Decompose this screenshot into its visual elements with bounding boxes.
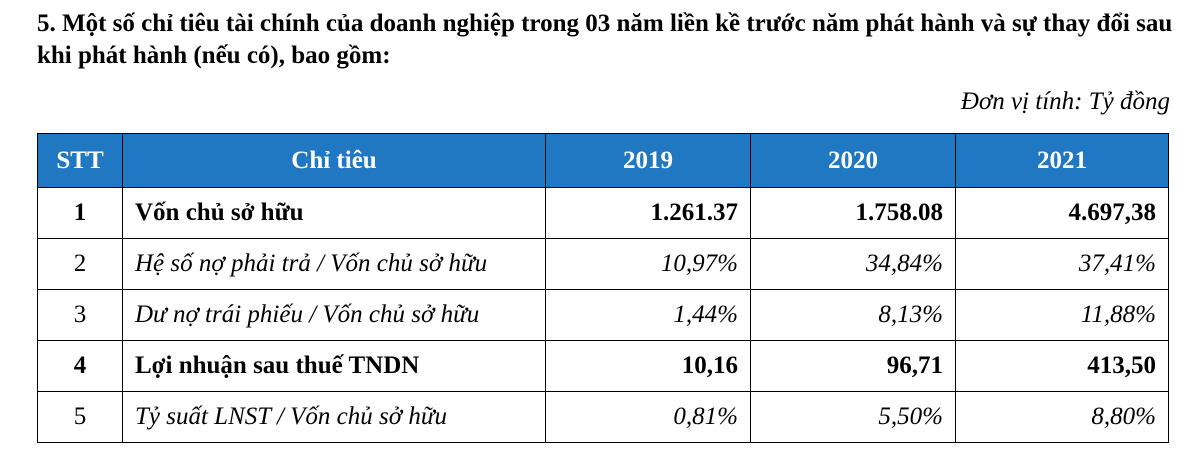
value-cell: 8,13% <box>750 289 956 341</box>
indicator-name: Tỷ suất LNST / Vốn chủ sở hữu <box>122 391 546 443</box>
unit-note: Đơn vị tính: Tỷ đồng <box>960 88 1170 115</box>
table-row: 2 Hệ số nợ phải trả / Vốn chủ sở hữu 10,97… <box>37 238 1169 290</box>
column-header: 2019 <box>545 133 751 188</box>
table-row: 1 Vốn chủ sở hữu 1.261.37 1.758.08 4.697,38 <box>37 187 1169 239</box>
value-cell: 96,71 <box>750 340 956 392</box>
row-number: 3 <box>37 289 123 341</box>
value-cell: 1.758.08 <box>750 187 956 239</box>
column-header: STT <box>37 133 123 188</box>
row-number: 4 <box>37 340 123 392</box>
value-cell: 8,80% <box>955 391 1169 443</box>
column-header: 2020 <box>750 133 956 188</box>
indicator-name: Lợi nhuận sau thuế TNDN <box>122 340 546 392</box>
value-cell: 413,50 <box>955 340 1169 392</box>
section-title: 5. Một số chỉ tiêu tài chính của doanh n… <box>37 10 1173 69</box>
table-body: 1 Vốn chủ sở hữu 1.261.37 1.758.08 4.697,38 2… <box>37 187 1169 443</box>
value-cell: 0,81% <box>545 391 751 443</box>
value-cell: 34,84% <box>750 238 956 290</box>
row-number: 5 <box>37 391 123 443</box>
column-header: Chỉ tiêu <box>122 133 546 188</box>
header-row: STT Chỉ tiêu 2019 2020 2021 <box>37 133 1169 188</box>
value-cell: 4.697,38 <box>955 187 1169 239</box>
value-cell: 5,50% <box>750 391 956 443</box>
value-cell: 11,88% <box>955 289 1169 341</box>
row-number: 2 <box>37 238 123 290</box>
column-header: 2021 <box>955 133 1169 188</box>
value-cell: 10,16 <box>545 340 751 392</box>
value-cell: 1.261.37 <box>545 187 751 239</box>
indicator-name: Hệ số nợ phải trả / Vốn chủ sở hữu <box>122 238 546 290</box>
value-cell: 37,41% <box>955 238 1169 290</box>
table-row: 4 Lợi nhuận sau thuế TNDN 10,16 96,71 413,50 <box>37 340 1169 392</box>
indicator-name: Dư nợ trái phiếu / Vốn chủ sở hữu <box>122 289 546 341</box>
value-cell: 1,44% <box>545 289 751 341</box>
value-cell: 10,97% <box>545 238 751 290</box>
financial-table: STT Chỉ tiêu 2019 2020 2021 1 Vốn chủ sở hữu 1… <box>37 133 1169 443</box>
table-row: 5 Tỷ suất LNST / Vốn chủ sở hữu 0,81% 5,50%… <box>37 391 1169 443</box>
table-row: 3 Dư nợ trái phiếu / Vốn chủ sở hữu 1,44% 8… <box>37 289 1169 341</box>
indicator-name: Vốn chủ sở hữu <box>122 187 546 239</box>
row-number: 1 <box>37 187 123 239</box>
